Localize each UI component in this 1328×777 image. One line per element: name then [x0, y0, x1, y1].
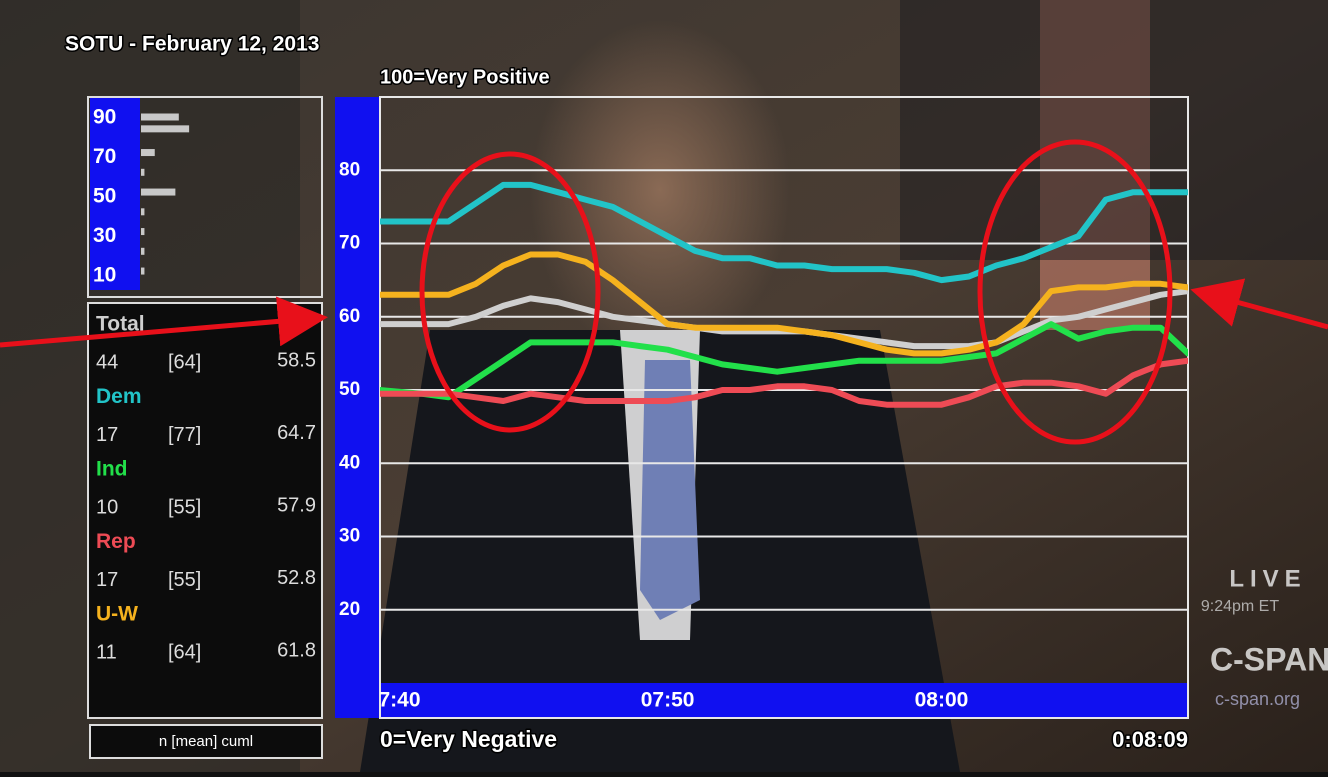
hist-bar — [141, 248, 144, 255]
legend-label: U-W — [96, 603, 138, 626]
y-tick-label: 50 — [339, 379, 360, 400]
hist-bar — [141, 125, 189, 132]
stat-cuml: 64.7 — [277, 422, 316, 444]
stat-mean: [55] — [168, 569, 201, 591]
stat-cuml: 57.9 — [277, 494, 316, 516]
hist-tick-label: 10 — [93, 264, 116, 287]
stat-mean: [64] — [168, 641, 201, 663]
stat-mean: [77] — [168, 424, 201, 446]
stat-n: 17 — [96, 424, 118, 446]
hist-bar — [141, 189, 175, 196]
legend-label: Rep — [96, 530, 136, 553]
x-tick-label: 08:00 — [915, 689, 969, 712]
y-tick-label: 70 — [339, 233, 360, 254]
stat-n: 44 — [96, 351, 118, 373]
hist-tick-label: 70 — [93, 145, 116, 168]
chart-title: SOTU - February 12, 2013 — [65, 33, 319, 56]
hist-bar — [141, 114, 179, 121]
hist-bar — [141, 228, 144, 235]
stat-mean: [55] — [168, 496, 201, 518]
elapsed-time: 0:08:09 — [1112, 727, 1188, 752]
stat-n: 10 — [96, 496, 118, 518]
y-tick-label: 40 — [339, 452, 360, 473]
y-axis-strip — [335, 97, 380, 718]
y-tick-label: 20 — [339, 599, 360, 620]
bottom-label: 0=Very Negative — [380, 726, 557, 752]
network-site: c-span.org — [1215, 689, 1300, 709]
legend-label: Dem — [96, 385, 142, 408]
hist-bar — [141, 169, 144, 176]
hist-bar — [141, 268, 144, 275]
stat-n: 11 — [96, 641, 117, 663]
hist-bar — [141, 208, 144, 215]
y-tick-label: 60 — [339, 306, 360, 327]
hist-tick-label: 30 — [93, 224, 116, 247]
legend-label: Ind — [96, 458, 128, 481]
live-time: 9:24pm ET — [1201, 598, 1279, 615]
x-axis-strip — [380, 683, 1188, 718]
hist-bar — [141, 149, 155, 156]
stat-cuml: 58.5 — [277, 349, 316, 371]
stat-cuml: 61.8 — [277, 639, 316, 661]
network-logo: C-SPAN — [1210, 641, 1328, 677]
top-label: 100=Very Positive — [380, 66, 550, 88]
hist-tick-label: 50 — [93, 185, 116, 208]
stat-n: 17 — [96, 569, 118, 591]
screenshot: SOTU - February 12, 2013 100=Very Positi… — [0, 0, 1328, 772]
live-label: LIVE — [1229, 565, 1306, 592]
stat-cuml: 52.8 — [277, 567, 316, 589]
x-tick-label: 07:50 — [641, 689, 695, 712]
y-tick-label: 30 — [339, 526, 360, 547]
y-tick-label: 80 — [339, 159, 360, 180]
stats-footer: n [mean] cuml — [159, 733, 253, 750]
stat-mean: [64] — [168, 351, 201, 373]
hist-tick-label: 90 — [93, 106, 116, 129]
